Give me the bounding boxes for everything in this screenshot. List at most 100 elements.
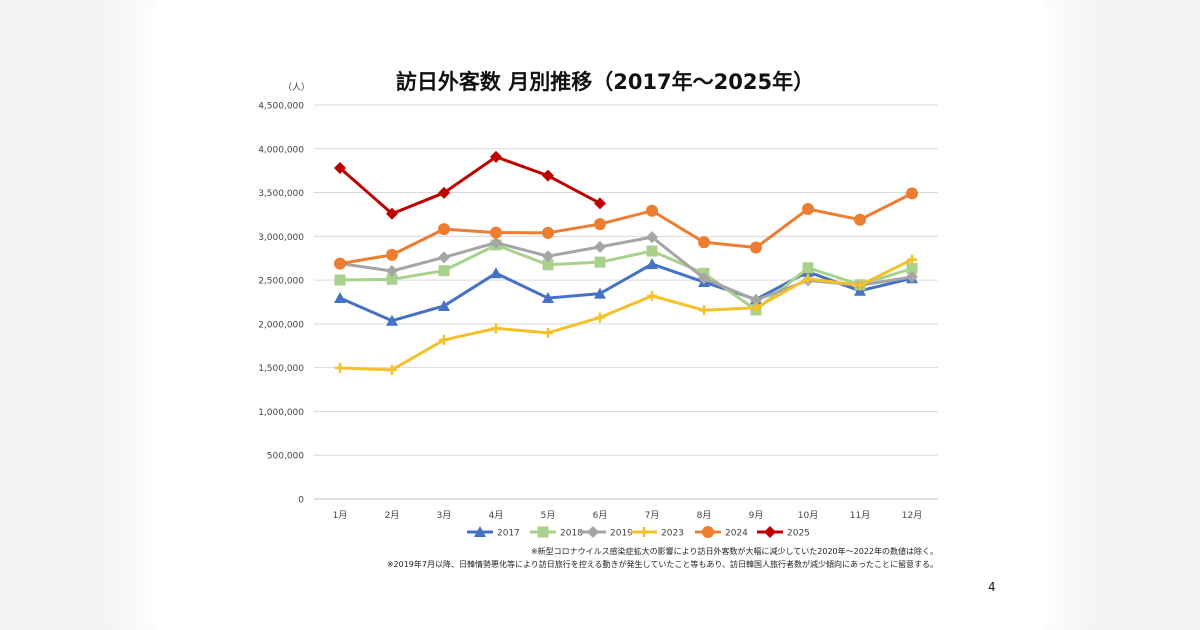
legend-marker (537, 526, 549, 538)
data-point-2019 (438, 251, 450, 264)
legend-marker (587, 526, 599, 538)
x-tick-label: 12月 (902, 510, 922, 521)
x-tick-label: 9月 (749, 510, 764, 521)
data-point-2024 (386, 248, 398, 261)
data-point-2019 (750, 294, 762, 307)
legend-label: 2025 (787, 529, 810, 539)
series-line-2017 (339, 262, 913, 323)
x-tick-label: 6月 (593, 510, 608, 521)
data-point-2024 (750, 241, 762, 254)
data-point-2023 (751, 302, 761, 313)
data-point-2025 (438, 186, 450, 199)
y-tick-label: 3,000,000 (258, 233, 304, 243)
data-point-2024 (802, 203, 814, 216)
legend-label: 2024 (725, 529, 748, 539)
x-tick-label: 7月 (645, 510, 660, 521)
data-point-2017 (490, 267, 502, 279)
data-point-2024 (906, 187, 918, 200)
footnote-covid: ※新型コロナウイルス感染症拡大の影響により訪日外客数が大幅に減少していた2020… (530, 547, 938, 556)
data-point-2019 (490, 236, 502, 249)
data-point-2023 (439, 334, 449, 345)
legend-marker (702, 526, 714, 538)
data-point-2018 (906, 263, 918, 275)
data-point-2024 (698, 236, 710, 249)
x-tick-label: 1月 (333, 510, 348, 521)
y-tick-label: 3,500,000 (258, 189, 304, 199)
data-point-2024 (490, 226, 502, 239)
legend-label: 2019 (610, 529, 633, 539)
data-point-2018 (802, 262, 814, 274)
data-point-2023 (491, 323, 501, 334)
data-point-2018 (438, 265, 450, 277)
legend-marker (474, 526, 486, 537)
data-point-2019 (906, 270, 918, 283)
data-point-2019 (698, 272, 710, 285)
data-point-2018 (594, 256, 606, 268)
data-point-2019 (386, 265, 398, 278)
data-point-2017 (646, 258, 658, 270)
data-point-2018 (542, 259, 554, 271)
data-point-2023 (387, 364, 397, 375)
data-point-2024 (542, 226, 554, 239)
data-point-2025 (386, 207, 398, 220)
x-tick-label: 5月 (541, 510, 556, 521)
data-point-2018 (334, 274, 346, 286)
data-point-2023 (647, 290, 657, 301)
series-line-2018 (339, 243, 913, 312)
page-number: 4 (988, 580, 996, 594)
data-point-2017 (594, 287, 606, 299)
data-point-2024 (854, 213, 866, 226)
series-line-2024 (339, 192, 913, 266)
y-tick-label: 4,500,000 (258, 102, 304, 112)
footnote-korea: ※2019年7月以降、日韓情勢悪化等により訪日旅行を控える動きが発生していたこと… (386, 560, 938, 569)
data-point-2024 (646, 204, 658, 217)
legend-label: 2017 (497, 529, 520, 539)
x-tick-label: 2月 (385, 510, 400, 521)
x-tick-label: 3月 (437, 510, 452, 521)
data-point-2025 (334, 161, 346, 174)
data-point-2024 (334, 257, 346, 270)
x-tick-label: 8月 (697, 510, 712, 521)
y-tick-label: 2,500,000 (258, 277, 304, 287)
y-tick-label: 2,000,000 (258, 320, 304, 330)
legend-marker (639, 527, 649, 537)
data-point-2017 (334, 291, 346, 303)
series-line-2025 (339, 155, 601, 216)
data-point-2019 (594, 240, 606, 253)
data-point-2017 (438, 299, 450, 311)
series-line-2019 (339, 235, 913, 302)
x-tick-label: 11月 (850, 510, 870, 521)
y-axis-unit-label: （人） (283, 83, 311, 93)
series-line-2023 (339, 258, 913, 372)
data-point-2024 (594, 218, 606, 231)
chart-title: 訪日外客数 月別推移（2017年〜2025年） (395, 70, 815, 94)
data-point-2025 (594, 197, 606, 210)
data-point-2019 (646, 231, 658, 244)
data-point-2019 (542, 250, 554, 263)
data-point-2017 (542, 292, 554, 304)
data-point-2023 (595, 312, 605, 323)
data-point-2023 (699, 305, 709, 316)
legend-marker (764, 526, 776, 538)
y-tick-label: 1,500,000 (258, 364, 304, 374)
legend-label: 2023 (661, 529, 684, 539)
x-tick-label: 10月 (798, 510, 818, 521)
data-point-2024 (438, 223, 450, 236)
x-tick-label: 4月 (489, 510, 504, 521)
data-point-2023 (543, 327, 553, 338)
data-point-2025 (490, 150, 502, 163)
y-tick-label: 500,000 (267, 452, 304, 462)
legend-label: 2018 (560, 529, 583, 539)
data-point-2023 (803, 273, 813, 284)
data-point-2018 (386, 273, 398, 285)
y-tick-label: 0 (298, 496, 304, 506)
data-point-2025 (542, 169, 554, 182)
data-point-2023 (907, 254, 917, 265)
y-tick-label: 4,000,000 (258, 145, 304, 155)
data-point-2023 (335, 362, 345, 373)
data-point-2017 (386, 314, 398, 326)
y-tick-label: 1,000,000 (258, 408, 304, 418)
data-point-2023 (855, 280, 865, 291)
data-point-2018 (646, 245, 658, 257)
